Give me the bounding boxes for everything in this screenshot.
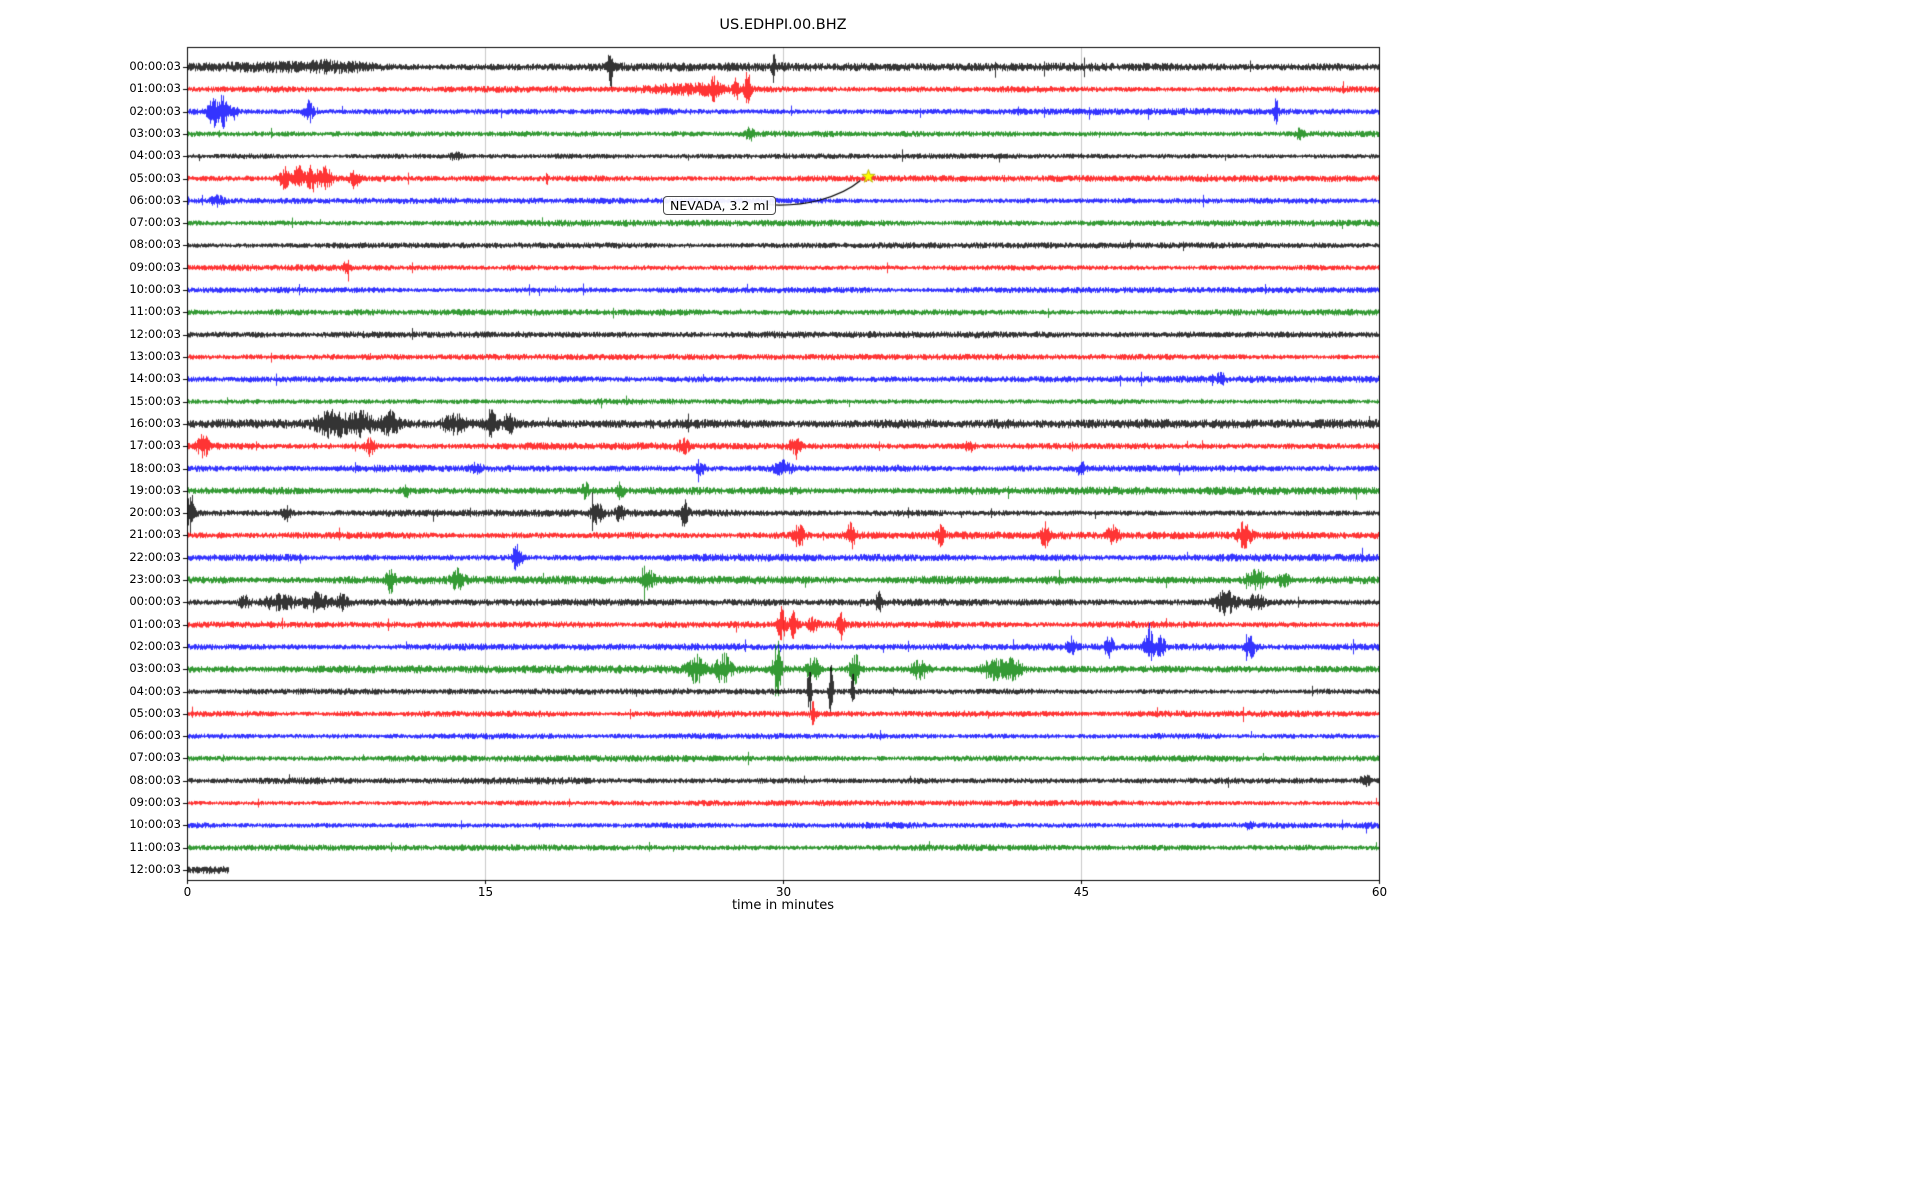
trace-time-label: 01:00:03 [129,81,181,96]
x-axis-tick-label: 15 [477,885,494,899]
trace-time-label: 17:00:03 [129,438,181,453]
trace-time-label: 04:00:03 [129,148,181,163]
x-axis-tick-label: 60 [1371,885,1388,899]
trace-time-label: 02:00:03 [129,638,181,653]
trace-time-label: 12:00:03 [129,326,181,341]
trace-time-label: 02:00:03 [129,103,181,118]
trace-time-label: 16:00:03 [129,415,181,430]
trace-time-label: 10:00:03 [129,282,181,297]
trace-time-label: 05:00:03 [129,170,181,185]
trace-time-label: 03:00:03 [129,125,181,140]
trace-time-label: 18:00:03 [129,460,181,475]
trace-time-label: 00:00:03 [129,594,181,609]
trace-time-label: 01:00:03 [129,616,181,631]
x-axis-tick-label: 0 [183,885,192,899]
trace-time-label: 15:00:03 [129,393,181,408]
trace-time-label: 08:00:03 [129,772,181,787]
trace-time-label: 22:00:03 [129,549,181,564]
trace-time-label: 19:00:03 [129,482,181,497]
trace-time-label: 05:00:03 [129,705,181,720]
trace-time-label: 13:00:03 [129,348,181,363]
x-axis-label: time in minutes [731,898,835,913]
trace-time-label: 04:00:03 [129,683,181,698]
trace-time-label: 06:00:03 [129,192,181,207]
event-annotation-label: NEVADA, 3.2 ml [663,196,776,215]
trace-time-label: 10:00:03 [129,817,181,832]
trace-time-label: 11:00:03 [129,839,181,854]
trace-time-label: 07:00:03 [129,215,181,230]
x-axis-tick-label: 30 [775,885,792,899]
trace-time-label: 23:00:03 [129,572,181,587]
trace-time-label: 14:00:03 [129,371,181,386]
trace-time-label: 09:00:03 [129,259,181,274]
trace-time-label: 07:00:03 [129,750,181,765]
trace-time-label: 11:00:03 [129,304,181,319]
trace-time-label: 06:00:03 [129,728,181,743]
trace-time-label: 08:00:03 [129,237,181,252]
trace-time-label: 09:00:03 [129,795,181,810]
trace-time-label: 03:00:03 [129,661,181,676]
x-axis-tick-label: 45 [1073,885,1090,899]
trace-time-label: 00:00:03 [129,59,181,73]
chart-title: US.EDHPI.00.BHZ [719,17,847,33]
trace-time-label: 20:00:03 [129,505,181,520]
trace-time-label: 21:00:03 [129,527,181,542]
trace-time-label: 12:00:03 [129,862,181,876]
